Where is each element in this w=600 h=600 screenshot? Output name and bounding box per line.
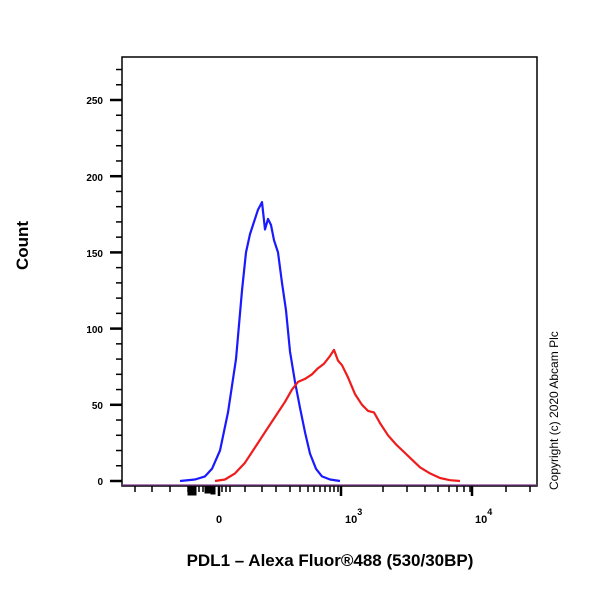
x-axis-label: PDL1 – Alexa Fluor®488 (530/30BP)	[186, 551, 474, 570]
plot-frame	[121, 56, 538, 487]
ytick-250: 250	[86, 96, 103, 107]
ytick-50: 50	[92, 401, 104, 412]
ytick-200: 200	[86, 173, 103, 184]
y-axis-ticks	[110, 68, 122, 483]
copyright-notice: Copyright (c) 2020 Abcam Plc	[547, 331, 561, 490]
x-axis-ticks	[134, 485, 531, 496]
isotype-control-curve	[179, 201, 341, 483]
y-axis-label: Count	[13, 220, 32, 270]
pdl1-stained-curve	[214, 348, 461, 483]
xtick-zero: 0	[216, 514, 222, 526]
xtick-1e3: 103	[345, 507, 362, 526]
ytick-150: 150	[86, 249, 103, 260]
x-axis-tick-labels: 0 103 104	[216, 507, 492, 526]
ytick-100: 100	[86, 325, 103, 336]
ytick-0: 0	[97, 477, 103, 488]
y-axis-tick-labels: 0 50 100 150 200 250	[86, 96, 103, 488]
xtick-1e4: 104	[475, 507, 492, 526]
